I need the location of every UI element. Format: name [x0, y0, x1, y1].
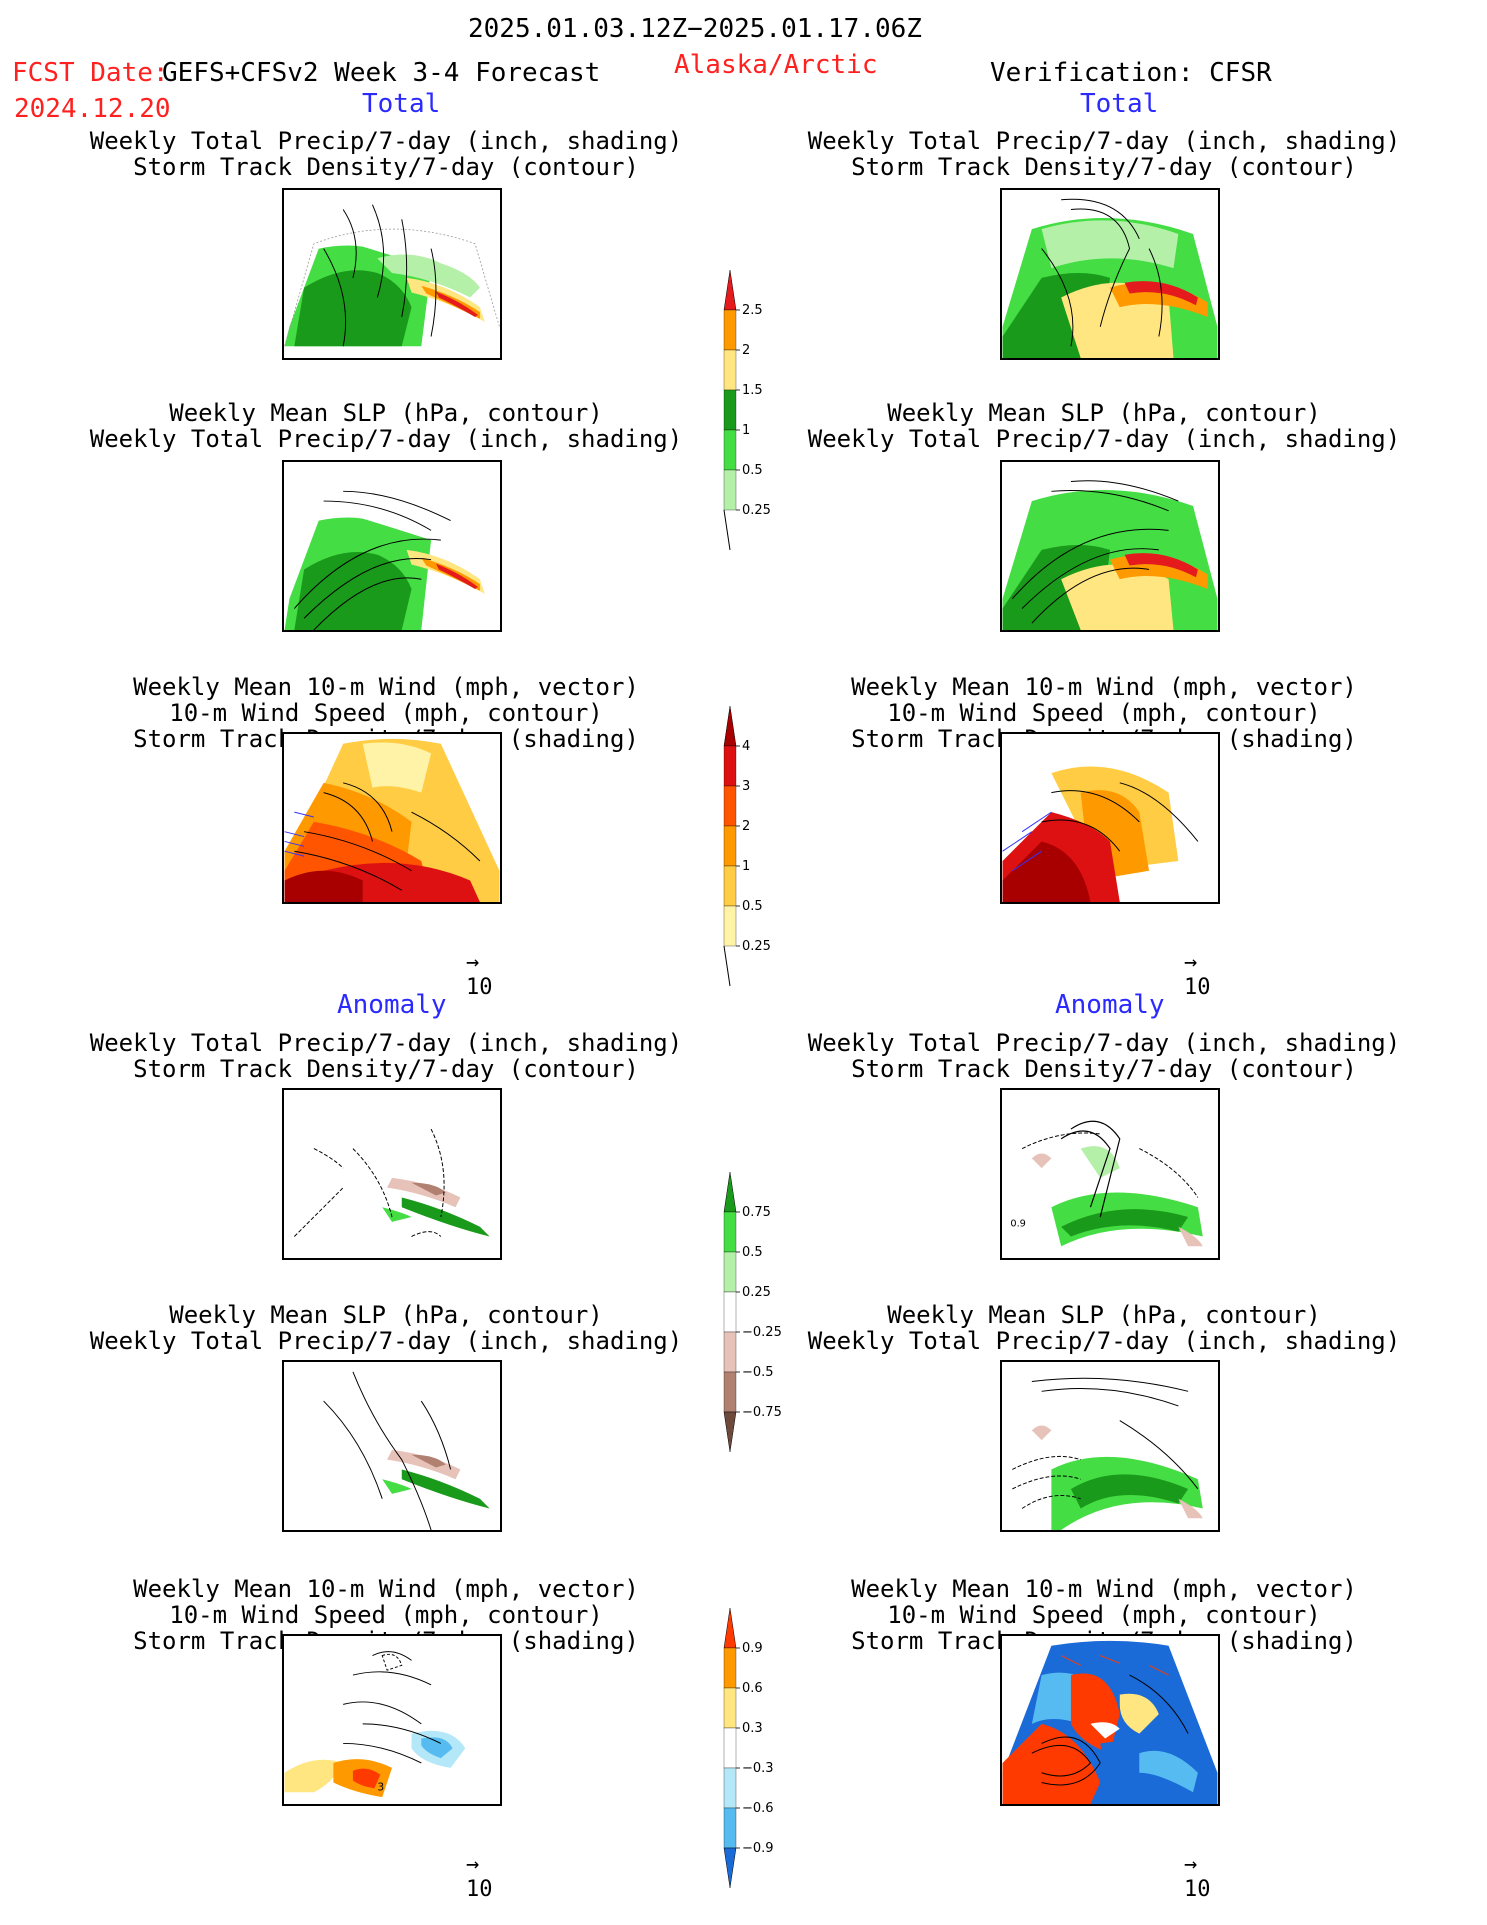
colorbar-tick-label: −0.5	[742, 1365, 774, 1380]
map-total-wind-verification	[1000, 732, 1220, 904]
map-total-precip-forecast	[282, 188, 502, 360]
colorbar-segment	[723, 1647, 737, 1689]
map-anom-precip-forecast	[282, 1088, 502, 1260]
fcst-date-label: FCST Date:	[12, 58, 169, 88]
map-anom-slp-verification	[1000, 1360, 1220, 1532]
colorbar-precip-total: 2.5 2 1.5 1 0.5 0.25	[722, 269, 802, 564]
colorbar-tick-label: 3	[742, 779, 750, 794]
vector-ref-total-right: → 10	[1184, 950, 1211, 1000]
colorbar-segment	[723, 469, 737, 511]
title-anom-precip-right: Weekly Total Precip/7-day (inch, shading…	[807, 1029, 1401, 1083]
title-total-wind-left: Weekly Mean 10-m Wind (mph, vector) 10-m …	[133, 673, 639, 753]
colorbar-tick-label: 0.5	[742, 463, 763, 478]
anom-storm-contour-label: 0.9	[1010, 1219, 1026, 1230]
colorbar-segment	[723, 1371, 737, 1413]
colorbar-precip-anom: 0.75 0.5 0.25 −0.25 −0.5 −0.75	[722, 1171, 802, 1466]
colorbar-tick-label: 0.25	[742, 1285, 771, 1300]
anom-wind-contour-label: 3	[377, 1780, 384, 1793]
colorbar-segment	[723, 1331, 737, 1373]
colorbar-tick-label: 0.75	[742, 1205, 771, 1220]
title-total-precip-right: Weekly Total Precip/7-day (inch, shading…	[807, 127, 1401, 181]
colorbar-top-arrow	[723, 705, 737, 747]
colorbar-segment	[723, 1211, 737, 1253]
map-total-slp-verification	[1000, 460, 1220, 632]
colorbar-tail	[723, 945, 731, 987]
title-total-precip-left: Weekly Total Precip/7-day (inch, shading…	[89, 127, 683, 181]
colorbar-tick-label: 2	[742, 343, 750, 358]
colorbar-tick-label: 2.5	[742, 303, 763, 318]
colorbar-segment	[723, 349, 737, 391]
verification-label: Verification: CFSR	[990, 58, 1272, 88]
colorbar-tick-label: 1.5	[742, 383, 763, 398]
colorbar-segment	[723, 429, 737, 471]
colorbar-segment	[723, 1767, 737, 1809]
colorbar-segment	[723, 389, 737, 431]
colorbar-tick-label: 0.5	[742, 1245, 763, 1260]
colorbar-tick-label: −0.6	[742, 1801, 774, 1816]
colorbar-tick-label: −0.75	[742, 1405, 782, 1420]
colorbar-tick-label: −0.25	[742, 1325, 782, 1340]
map-anom-precip-verification: 0.9	[1000, 1088, 1220, 1260]
fcst-date: 2024.12.20	[14, 94, 171, 124]
colorbar-segment	[723, 1291, 737, 1333]
map-total-precip-verification	[1000, 188, 1220, 360]
title-anom-slp-right: Weekly Mean SLP (hPa, contour) Weekly Tot…	[807, 1301, 1401, 1355]
model-title: GEFS+CFSv2 Week 3-4 Forecast	[162, 58, 601, 88]
colorbar-top-arrow	[723, 1171, 737, 1213]
colorbar-storm-total: 4 3 2 1 0.5 0.25	[722, 705, 802, 1000]
title-anom-slp-left: Weekly Mean SLP (hPa, contour) Weekly Tot…	[89, 1301, 683, 1355]
colorbar-tick-label: 0.5	[742, 899, 763, 914]
title-total-slp-right: Weekly Mean SLP (hPa, contour) Weekly Tot…	[807, 399, 1401, 453]
colorbar-segment	[723, 785, 737, 827]
colorbar-tick-label: −0.9	[742, 1841, 774, 1856]
colorbar-tick-label: 0.3	[742, 1721, 763, 1736]
map-total-slp-forecast	[282, 460, 502, 632]
colorbar-bottom-arrow	[723, 1411, 737, 1453]
colorbar-tick-label: 1	[742, 859, 750, 874]
arrow-right-icon: →	[466, 1852, 480, 1877]
colorbar-storm-anom: 0.9 0.6 0.3 −0.3 −0.6 −0.9	[722, 1607, 802, 1902]
colorbar-segment	[723, 825, 737, 867]
colorbar-tick-label: 2	[742, 819, 750, 834]
map-anom-wind-forecast: 3	[282, 1634, 502, 1806]
colorbar-tail	[723, 509, 731, 551]
colorbar-tick-label: 4	[742, 739, 750, 754]
arrow-right-icon: →	[466, 950, 480, 975]
vector-ref-anom-right: → 10	[1184, 1852, 1211, 1902]
colorbar-segment	[723, 1807, 737, 1849]
title-total-slp-left: Weekly Mean SLP (hPa, contour) Weekly Tot…	[89, 399, 683, 453]
colorbar-tick-label: 0.6	[742, 1681, 763, 1696]
colorbar-segment	[723, 1251, 737, 1293]
section-anomaly-right: Anomaly	[1055, 990, 1165, 1020]
arrow-right-icon: →	[1184, 950, 1198, 975]
forecast-period: 2025.01.03.12Z−2025.01.17.06Z	[468, 14, 922, 44]
colorbar-tick-label: 0.9	[742, 1641, 763, 1656]
section-anomaly-left: Anomaly	[337, 990, 447, 1020]
title-anom-precip-left: Weekly Total Precip/7-day (inch, shading…	[89, 1029, 683, 1083]
colorbar-segment	[723, 309, 737, 351]
colorbar-segment	[723, 905, 737, 947]
arrow-right-icon: →	[1184, 1852, 1198, 1877]
colorbar-tick-label: 0.25	[742, 503, 771, 518]
colorbar-bottom-arrow	[723, 1847, 737, 1889]
region-label: Alaska/Arctic	[674, 50, 878, 80]
colorbar-segment	[723, 1727, 737, 1769]
colorbar-top-arrow	[723, 269, 737, 311]
colorbar-segment	[723, 1687, 737, 1729]
colorbar-tick-label: 1	[742, 423, 750, 438]
section-total-left: Total	[362, 89, 441, 119]
vector-ref-anom-left: → 10	[466, 1852, 493, 1902]
map-total-wind-forecast	[282, 732, 502, 904]
colorbar-tick-label: 0.25	[742, 939, 771, 954]
vector-ref-total-left: → 10	[466, 950, 493, 1000]
colorbar-segment	[723, 865, 737, 907]
colorbar-top-arrow	[723, 1607, 737, 1649]
map-anom-wind-verification	[1000, 1634, 1220, 1806]
colorbar-segment	[723, 745, 737, 787]
section-total-right: Total	[1080, 89, 1159, 119]
colorbar-tick-label: −0.3	[742, 1761, 774, 1776]
title-total-wind-right: Weekly Mean 10-m Wind (mph, vector) 10-m …	[851, 673, 1357, 753]
map-anom-slp-forecast	[282, 1360, 502, 1532]
